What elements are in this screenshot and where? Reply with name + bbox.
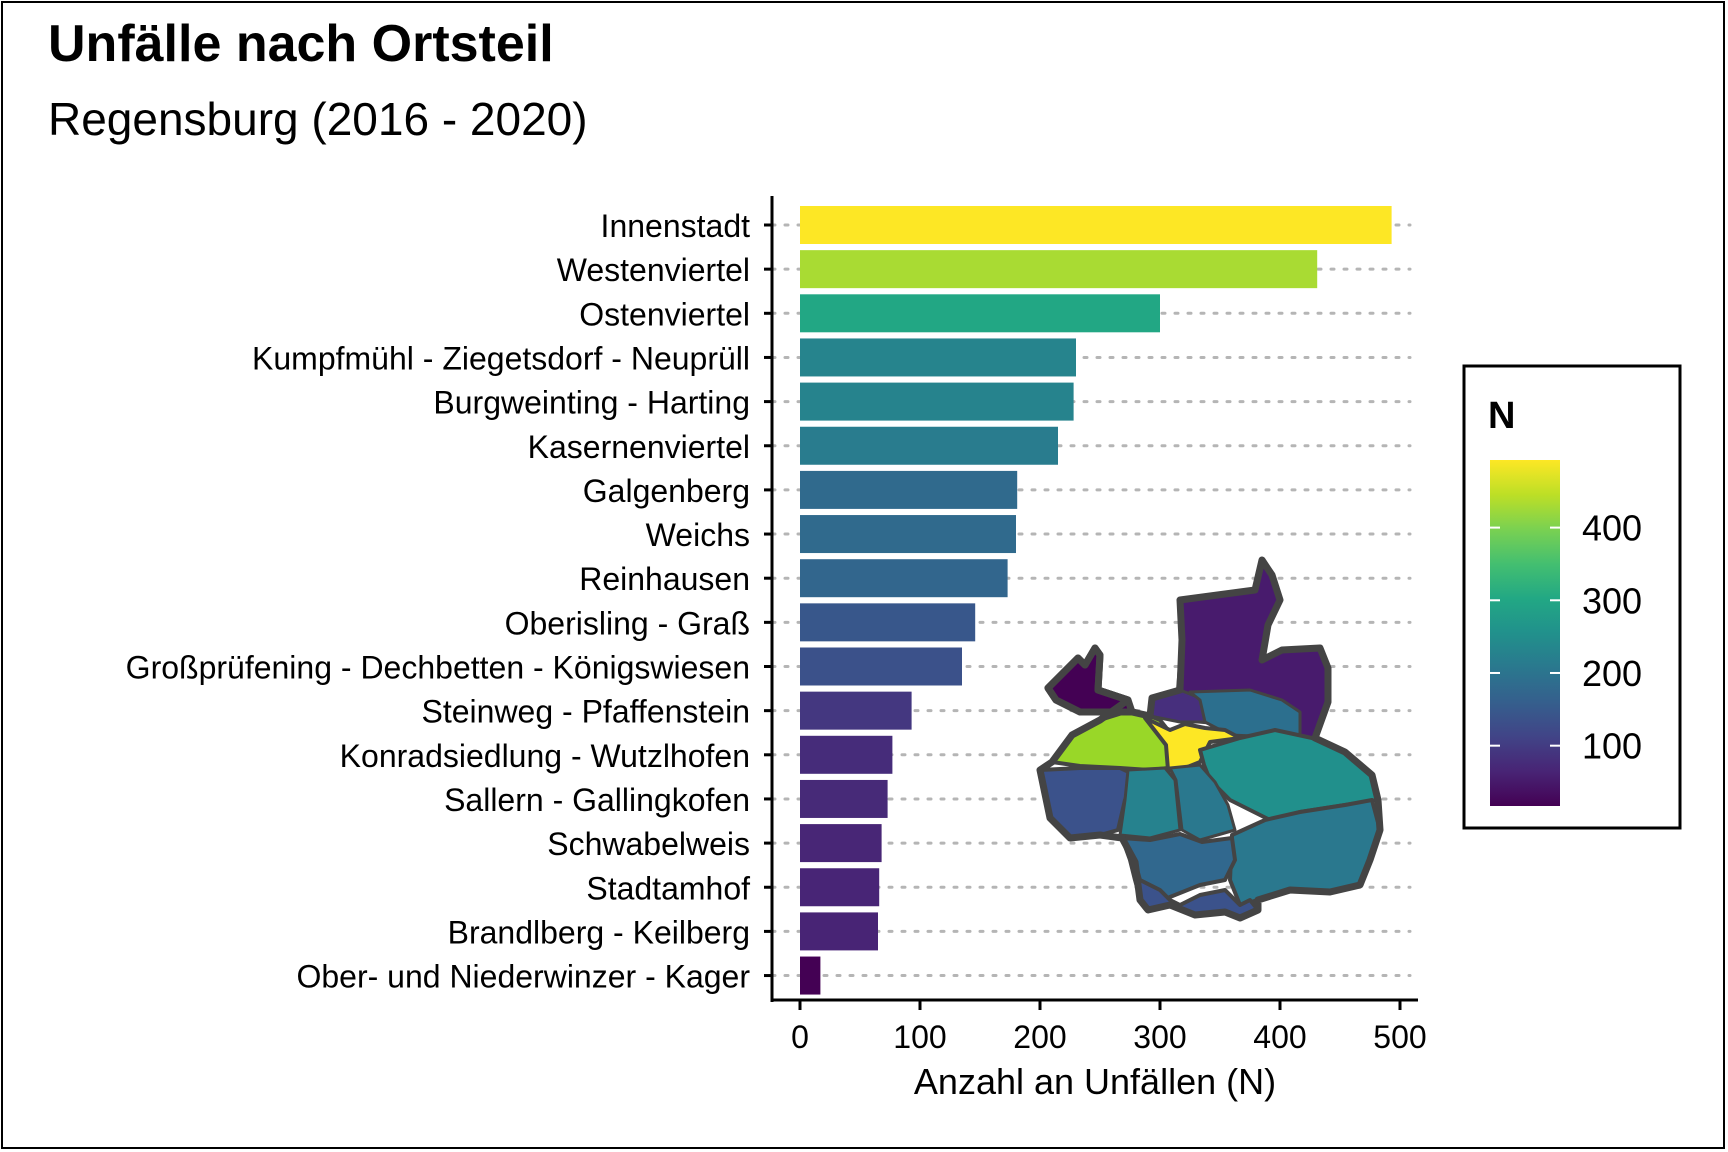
- category-label: Großprüfening - Dechbetten - Königswiese…: [126, 650, 750, 686]
- map-district-kumpfmuehl: [1118, 766, 1182, 840]
- category-label: Kumpfmühl - Ziegetsdorf - Neuprüll: [252, 340, 750, 376]
- map-outline: [1036, 556, 1384, 922]
- bar: [800, 912, 878, 951]
- legend-tick-label: 100: [1582, 726, 1642, 767]
- legend-ticks: 100 200 300 400: [1490, 508, 1642, 767]
- bar: [800, 779, 888, 818]
- x-tick-label: 300: [1133, 1019, 1186, 1055]
- category-label: Konradsiedlung - Wutzlhofen: [340, 738, 750, 774]
- bar: [800, 824, 882, 863]
- legend-tick-label: 400: [1582, 508, 1642, 549]
- category-label: Westenviertel: [557, 252, 750, 288]
- map-district-kasernen: [1168, 763, 1237, 842]
- chart-subtitle: Regensburg (2016 - 2020): [48, 93, 588, 145]
- bar: [800, 294, 1160, 333]
- bar: [800, 691, 912, 730]
- bar: [800, 470, 1018, 509]
- category-label: Reinhausen: [579, 561, 750, 597]
- category-label: Stadtamhof: [586, 870, 750, 906]
- legend-tick-label: 300: [1582, 580, 1642, 621]
- x-tick-label: 200: [1013, 1019, 1066, 1055]
- x-tick-label: 100: [893, 1019, 946, 1055]
- x-ticks: 0 100 200 300 400 500: [791, 1000, 1427, 1055]
- category-label: Galgenberg: [583, 473, 750, 509]
- bar: [800, 956, 821, 995]
- category-label: Kasernenviertel: [528, 429, 750, 465]
- category-label: Ober- und Niederwinzer - Kager: [296, 959, 750, 995]
- chart-title: Unfälle nach Ortsteil: [48, 15, 554, 73]
- category-labels: Innenstadt Westenviertel Ostenviertel Kumpf…: [126, 208, 751, 995]
- legend-colorbar: [1490, 460, 1560, 806]
- category-label: Sallern - Gallingkofen: [444, 782, 750, 818]
- bars: [800, 206, 1392, 995]
- legend-title: N: [1488, 395, 1515, 437]
- bar: [800, 868, 880, 907]
- bar: [800, 382, 1074, 421]
- category-label: Innenstadt: [601, 208, 751, 244]
- bar: [800, 735, 893, 774]
- bar: [800, 603, 976, 642]
- category-label: Weichs: [646, 517, 750, 553]
- category-label: Burgweinting - Harting: [433, 385, 750, 421]
- x-axis-title: Anzahl an Unfällen (N): [914, 1061, 1276, 1102]
- category-label: Oberisling - Graß: [505, 605, 750, 641]
- category-label: Schwabelweis: [547, 826, 750, 862]
- category-label: Steinweg - Pfaffenstein: [422, 694, 751, 730]
- x-tick-label: 400: [1253, 1019, 1306, 1055]
- bar: [800, 647, 962, 686]
- axes: Anzahl an Unfällen (N): [764, 196, 1418, 1102]
- bar: [800, 250, 1318, 289]
- bar: [800, 515, 1016, 554]
- category-label: Brandlberg - Keilberg: [448, 914, 750, 950]
- bar: [800, 559, 1008, 598]
- bar: [800, 426, 1058, 465]
- color-legend: N 100 200 300 400: [1462, 364, 1682, 830]
- x-tick-label: 500: [1373, 1019, 1426, 1055]
- legend-tick-label: 200: [1582, 653, 1642, 694]
- bar: [800, 338, 1076, 377]
- bar: [800, 206, 1392, 244]
- x-tick-label: 0: [791, 1019, 809, 1055]
- category-label: Ostenviertel: [579, 296, 750, 332]
- district-inset-map: [1036, 556, 1384, 922]
- map-district-innenstadt: [1143, 716, 1242, 772]
